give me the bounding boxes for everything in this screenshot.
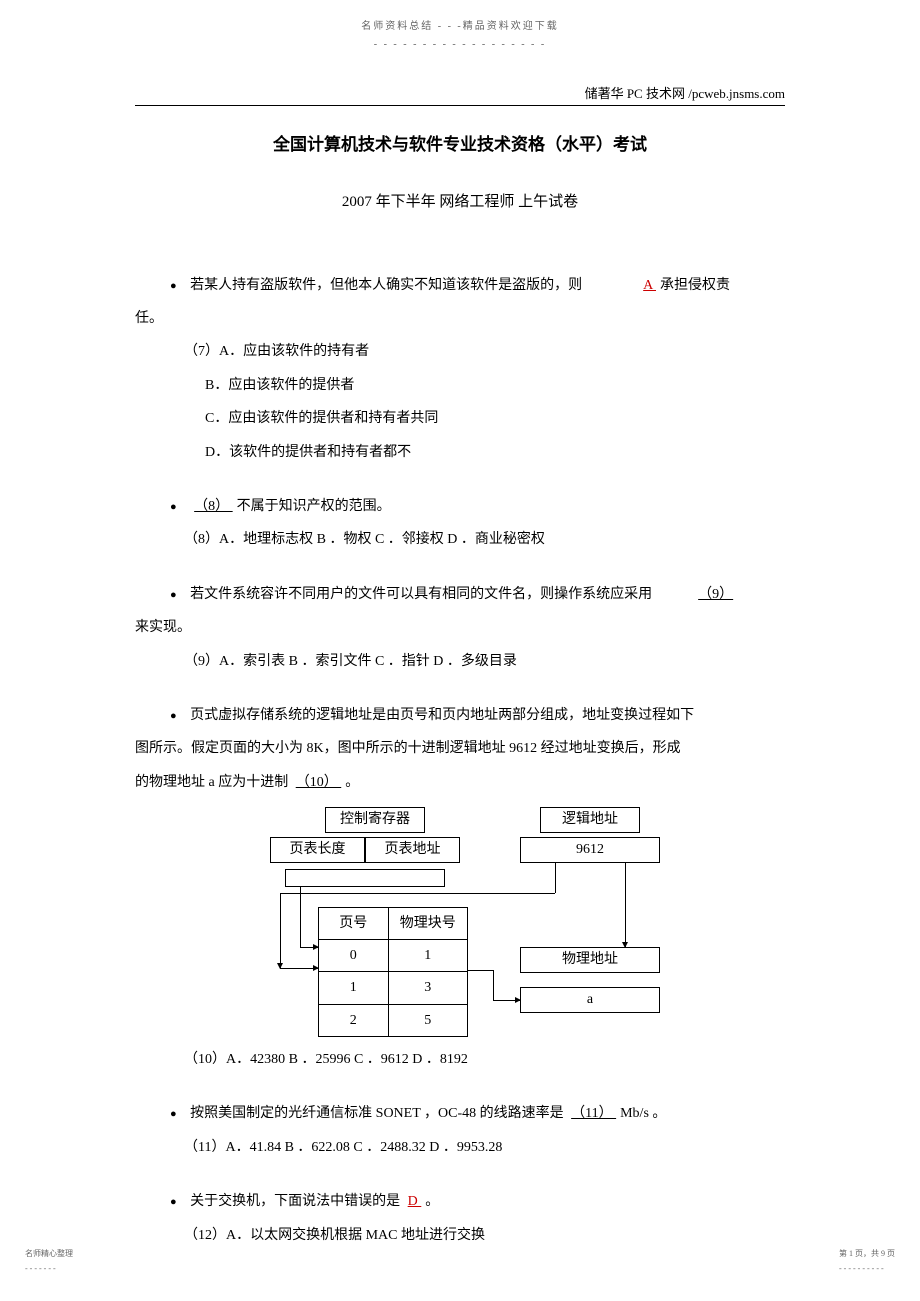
q10-l3: 的物理地址 a 应为十进制 （10） 。 <box>135 768 785 797</box>
line <box>493 970 494 1000</box>
r2b: 5 <box>388 1004 467 1036</box>
q9-opts: （9）A．索引表 B ．索引文件 C ．指针 D ．多级目录 <box>135 647 785 676</box>
bullet-icon <box>170 499 187 514</box>
q7-optB: B．应由该软件的提供者 <box>135 371 785 400</box>
q10-l1: 页式虚拟存储系统的逻辑地址是由页号和页内地址两部分组成，地址变换过程如下 <box>135 701 785 730</box>
footer-l-dots: - - - - - - - <box>25 1262 73 1276</box>
arrow <box>493 1000 520 1001</box>
val-9612: 9612 <box>520 837 660 863</box>
top-meta: 名师资料总结 - - -精品资料欢迎下载 - - - - - - - - - -… <box>361 18 559 54</box>
q11-opts: （11）A．41.84 B ．622.08 C ．2488.32 D ．9953… <box>135 1133 785 1162</box>
q10-l1-text: 页式虚拟存储系统的逻辑地址是由页号和页内地址两部分组成，地址变换过程如下 <box>190 708 694 723</box>
exam-subtitle: 2007 年下半年 网络工程师 上午试卷 <box>135 189 785 216</box>
q9-stem: 若文件系统容许不同用户的文件可以具有相同的文件名，则操作系统应采用 （9） <box>135 580 785 609</box>
bullet-icon <box>170 1194 187 1209</box>
line <box>555 863 556 893</box>
page-content: 全国计算机技术与软件专业技术资格（水平）考试 2007 年下半年 网络工程师 上… <box>135 130 785 1254</box>
q7-cont: 任。 <box>135 304 785 333</box>
q12-stem-post: 。 <box>425 1194 439 1209</box>
page-table: 页号 物理块号 0 1 1 3 2 5 <box>318 907 468 1037</box>
top-dots-row: - - - - - - - - - - - - - - - - - - <box>361 36 559 54</box>
footer-left: 名师精心整理 - - - - - - - <box>25 1247 73 1276</box>
q7-stem-pre: 若某人持有盗版软件，但他本人确实不知道该软件是盗版的，则 <box>190 278 582 293</box>
r2a: 2 <box>319 1004 389 1036</box>
bullet-icon <box>170 278 187 293</box>
r1b: 3 <box>388 972 467 1004</box>
q9-cont: 来实现。 <box>135 613 785 642</box>
q7-optD: D．该软件的提供者和持有者都不 <box>135 438 785 467</box>
r1a: 1 <box>319 972 389 1004</box>
q12-blank: D <box>404 1194 426 1209</box>
q11-stem-post: Mb/s 。 <box>620 1106 666 1121</box>
q10-opts: （10）A．42380 B ．25996 C ．9612 D ．8192 <box>135 1045 785 1074</box>
q10-l3-blank: （10） <box>292 775 346 790</box>
r0b: 1 <box>388 940 467 972</box>
q12-stem-pre: 关于交换机，下面说法中错误的是 <box>190 1194 404 1209</box>
q7-optC: C．应由该软件的提供者和持有者共同 <box>135 404 785 433</box>
q9-stem-pre: 若文件系统容许不同用户的文件可以具有相同的文件名，则操作系统应采用 <box>190 587 652 602</box>
th-block: 物理块号 <box>388 908 467 940</box>
arrow <box>280 893 281 968</box>
q7-optA: （7）A．应由该软件的持有者 <box>135 337 785 366</box>
q8-blank: （8） <box>190 499 237 514</box>
ctrl-reg-label: 控制寄存器 <box>325 807 425 833</box>
bullet-icon <box>170 587 187 602</box>
footer-l-text: 名师精心整理 <box>25 1247 73 1261</box>
arrow <box>300 947 318 948</box>
q12-stem: 关于交换机，下面说法中错误的是 D 。 <box>135 1187 785 1216</box>
pt-addr: 页表地址 <box>365 837 460 863</box>
logic-addr-label: 逻辑地址 <box>540 807 640 833</box>
pt-len: 页表长度 <box>270 837 365 863</box>
r0a: 0 <box>319 940 389 972</box>
q7-blank: A <box>639 278 660 293</box>
top-label: 名师资料总结 - - -精品资料欢迎下载 <box>361 18 559 36</box>
bullet-icon <box>170 1106 187 1121</box>
val-a: a <box>520 987 660 1013</box>
phys-addr-label: 物理地址 <box>520 947 660 973</box>
header-rule <box>135 105 785 106</box>
q8-stem-post: 不属于知识产权的范围。 <box>237 499 391 514</box>
arrow <box>280 968 318 969</box>
line <box>300 887 301 947</box>
q7-stem-post: 承担侵权责 <box>660 278 730 293</box>
line <box>280 893 555 894</box>
bullet-icon <box>170 708 187 723</box>
q8-opts: （8）A．地理标志权 B ．物权 C ．邻接权 D ．商业秘密权 <box>135 525 785 554</box>
footer-r-dots: - - - - - - - - - - <box>839 1262 895 1276</box>
th-page: 页号 <box>319 908 389 940</box>
footer-right: 第 1 页，共 9 页 - - - - - - - - - - <box>839 1247 895 1276</box>
q12-optA: （12）A．以太网交换机根据 MAC 地址进行交换 <box>135 1221 785 1250</box>
empty-box <box>285 869 445 887</box>
q11-blank: （11） <box>567 1106 620 1121</box>
arrow <box>625 863 626 947</box>
q7-stem: 若某人持有盗版软件，但他本人确实不知道该软件是盗版的，则 A 承担侵权责 <box>135 271 785 300</box>
q10-l3-post: 。 <box>345 775 359 790</box>
line <box>468 970 493 971</box>
q11-stem: 按照美国制定的光纤通信标准 SONET ，OC-48 的线路速率是 （11） M… <box>135 1099 785 1128</box>
header-source: 储著华 PC 技术网 /pcweb.jnsms.com <box>585 82 785 105</box>
q10-l3-pre: 的物理地址 a 应为十进制 <box>135 775 292 790</box>
exam-title: 全国计算机技术与软件专业技术资格（水平）考试 <box>135 130 785 161</box>
q11-stem-pre: 按照美国制定的光纤通信标准 SONET ，OC-48 的线路速率是 <box>190 1106 567 1121</box>
q10-l2: 图所示。假定页面的大小为 8K，图中所示的十进制逻辑地址 9612 经过地址变换… <box>135 734 785 763</box>
q8-stem: （8） 不属于知识产权的范围。 <box>135 492 785 521</box>
q9-blank: （9） <box>694 587 737 602</box>
footer-r-text: 第 1 页，共 9 页 <box>839 1247 895 1261</box>
paging-diagram: 控制寄存器 逻辑地址 页表长度 页表地址 9612 页号 物理块号 0 1 1 … <box>220 807 700 1037</box>
